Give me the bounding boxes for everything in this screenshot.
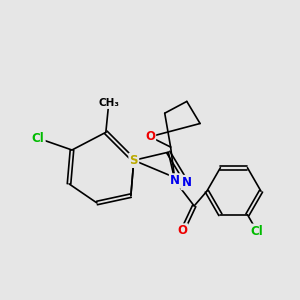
Text: Cl: Cl [32, 132, 44, 145]
Text: S: S [130, 154, 138, 167]
Text: CH₃: CH₃ [98, 98, 119, 108]
Text: O: O [145, 130, 155, 143]
Text: N: N [182, 176, 192, 189]
Text: Cl: Cl [251, 225, 263, 238]
Text: O: O [177, 224, 188, 238]
Text: N: N [170, 174, 180, 188]
